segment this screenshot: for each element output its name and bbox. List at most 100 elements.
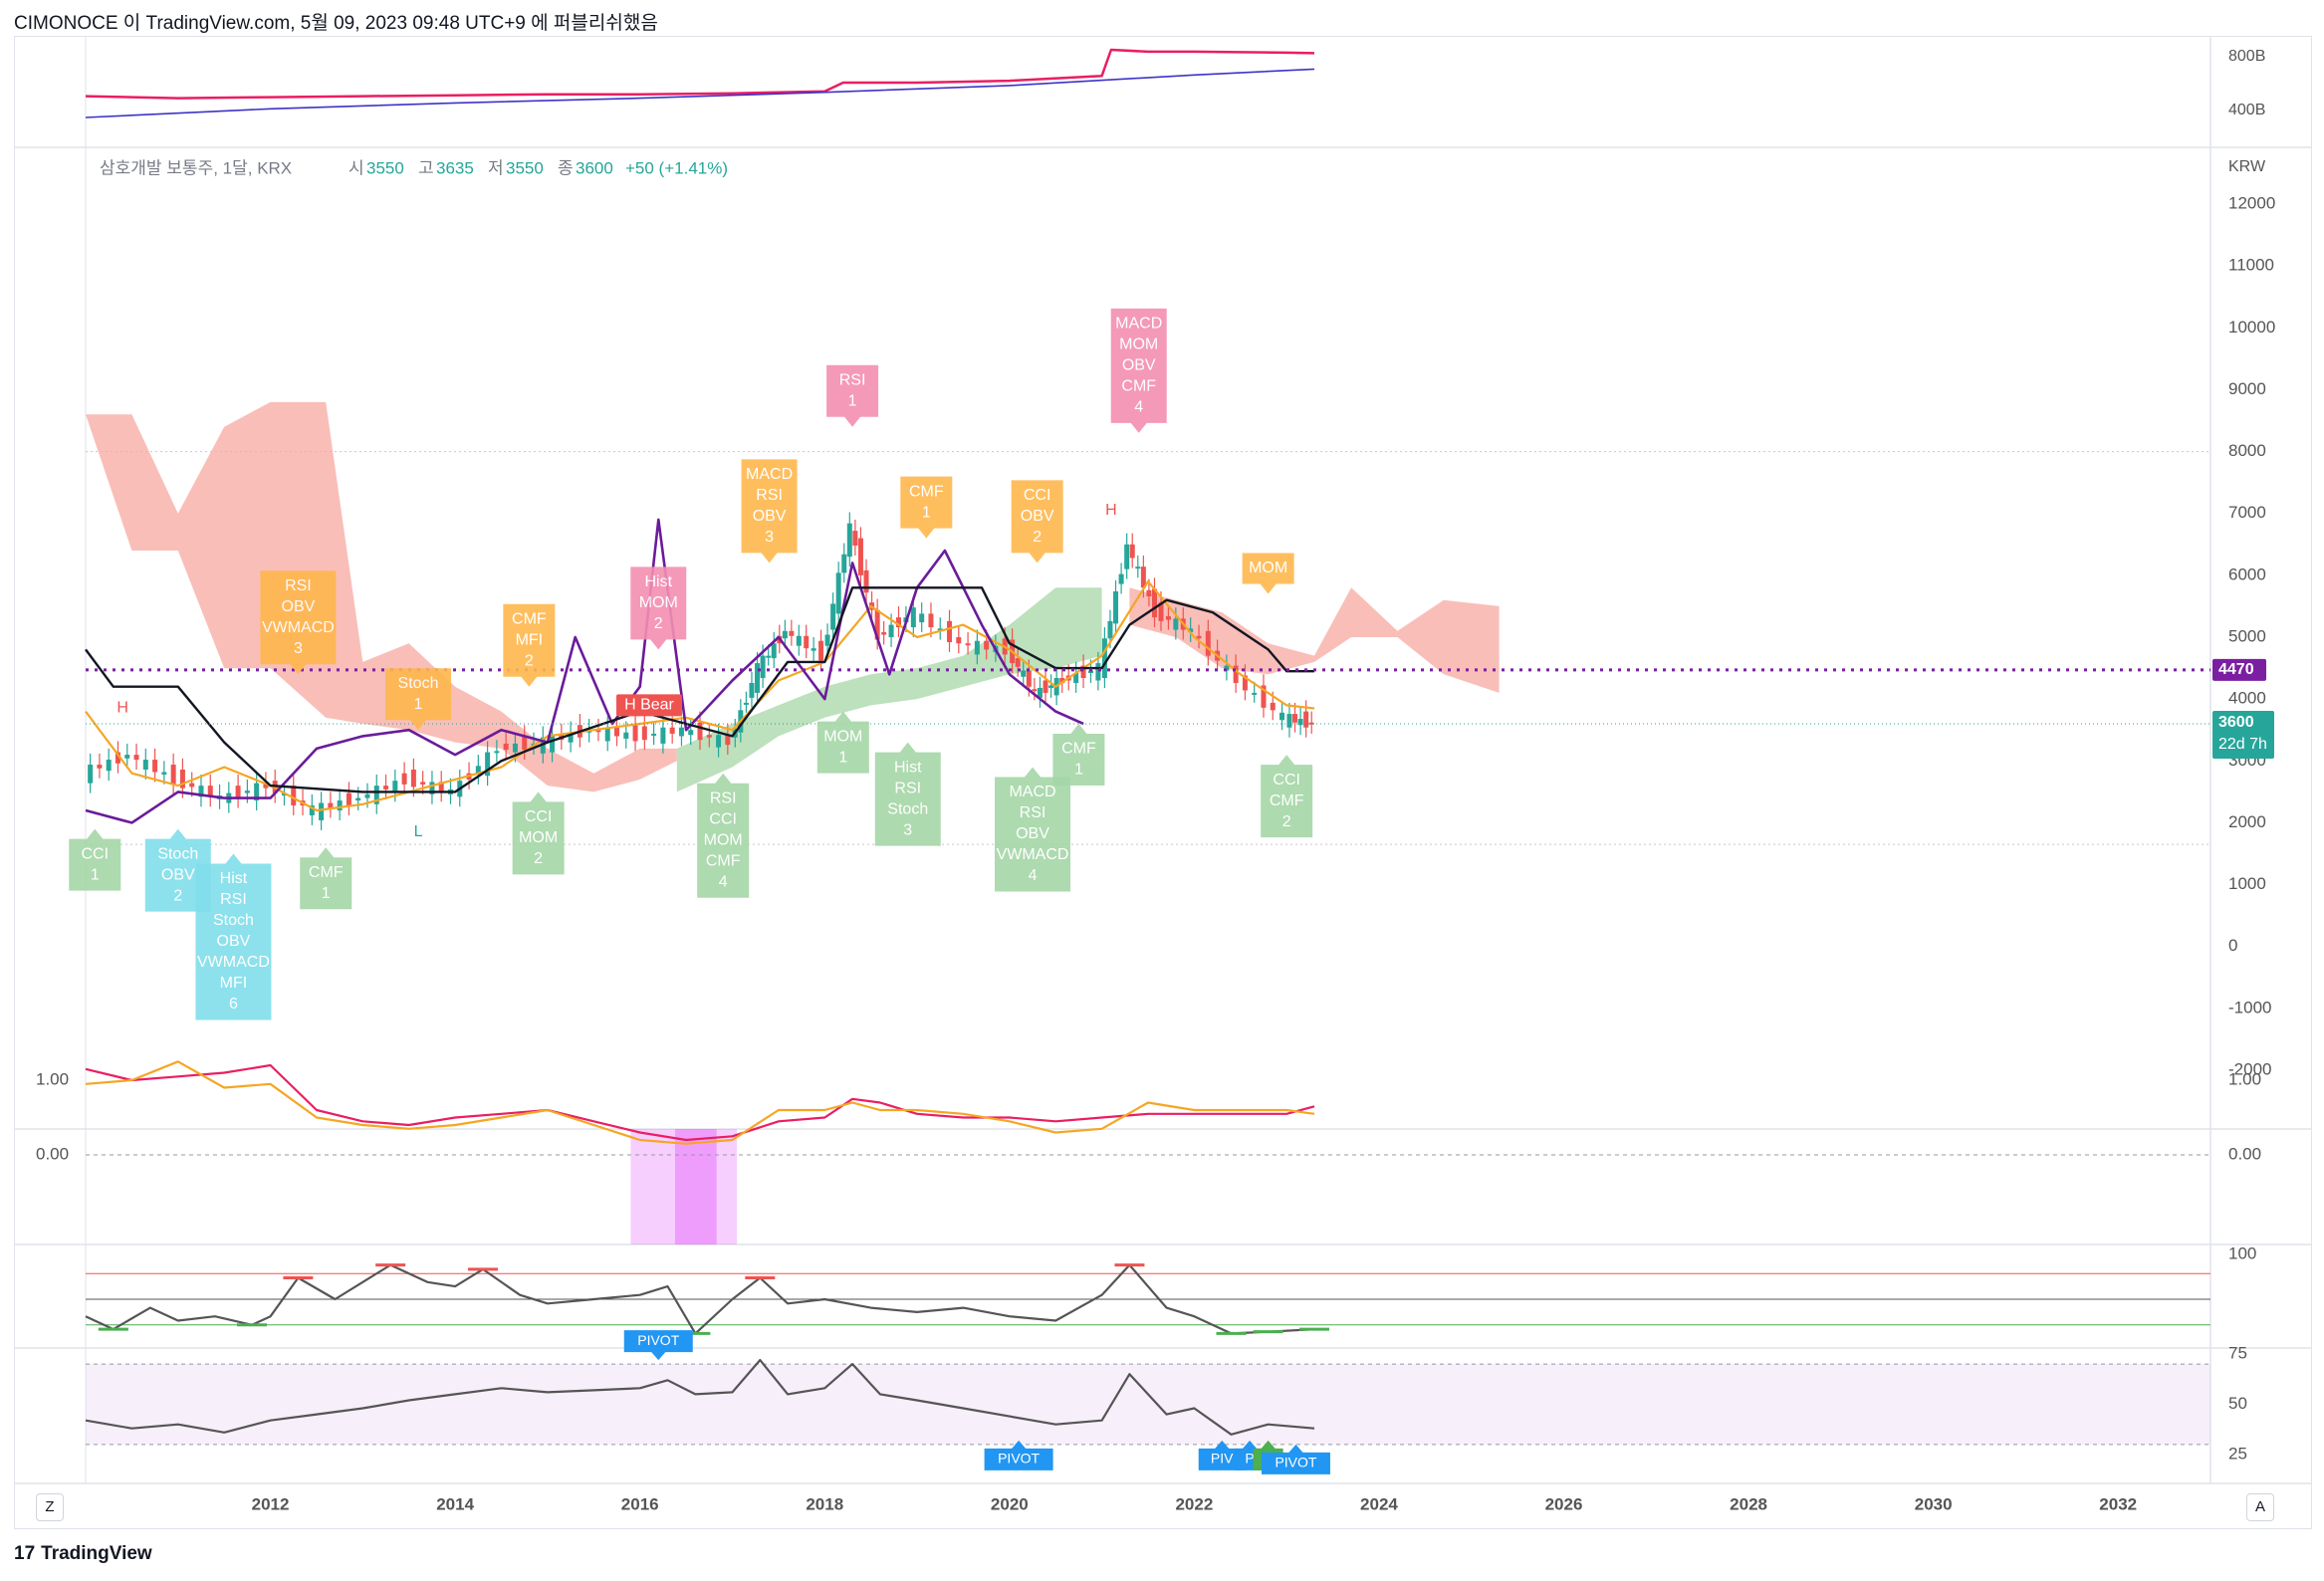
divergence-label: CCI CMF 2: [1261, 755, 1313, 838]
price-tick-label: 7000: [2228, 503, 2266, 522]
ichimoku-cloud-bear: [86, 401, 677, 792]
candle-body: [1205, 630, 1211, 656]
candle-body: [152, 760, 158, 773]
pivot-tag: PIVOT: [1261, 1444, 1330, 1474]
divergence-label: CCI 1: [69, 828, 121, 891]
divergence-label-text: Hist: [644, 573, 672, 590]
time-tick-label: 2028: [1730, 1494, 1767, 1513]
divergence-label-text: 3: [903, 821, 912, 838]
pivot-marker: H: [1105, 502, 1117, 519]
candle-body: [88, 765, 94, 784]
level-badge-text: 4470: [2218, 661, 2254, 678]
candle-body: [688, 730, 694, 736]
ohlc-value: 3635: [436, 158, 474, 177]
divergence-label: CMF 1: [900, 476, 953, 539]
price-tick-label: -1000: [2228, 998, 2271, 1016]
divergence-label-text: 1: [322, 885, 331, 902]
osc1-tick-left: 1.00: [36, 1069, 69, 1088]
candle-body: [383, 786, 389, 790]
candle-body: [895, 617, 901, 628]
osc1-tick-left: 0.00: [36, 1144, 69, 1163]
candle-body: [1073, 673, 1079, 683]
candle-body: [373, 786, 379, 804]
price-tick-label: 10000: [2228, 318, 2275, 337]
candle-body: [1107, 620, 1113, 639]
divergence-label-text: RSI: [285, 577, 312, 594]
divergence-label-text: RSI: [894, 780, 921, 796]
divergence-label: Hist RSI Stoch OBV VWMACD MFI 6: [195, 853, 272, 1020]
candle-body: [749, 682, 755, 698]
candle-body: [947, 620, 953, 642]
divergence-label: Stoch 1: [385, 668, 452, 731]
time-tick-label: 2032: [2099, 1494, 2137, 1513]
candle-body: [716, 735, 722, 748]
divergence-label-box: [503, 603, 556, 687]
candle-body: [1303, 711, 1309, 728]
divergence-label-text: Stoch: [887, 800, 928, 817]
divergence-label-box: [1052, 724, 1105, 786]
divergence-label-box: [741, 459, 798, 564]
conversion-line: [85, 579, 1315, 812]
candle-body: [678, 727, 684, 737]
volume-tick-label: 800B: [2228, 48, 2265, 65]
pivot-tag-box: [1261, 1444, 1330, 1474]
divergence-label-text: RSI: [1020, 804, 1046, 821]
candle-body: [1021, 670, 1027, 677]
candle-body: [392, 781, 398, 792]
tradingview-logo[interactable]: 17 TradingView: [14, 1543, 152, 1565]
candle-body: [956, 637, 962, 644]
countdown-text: 22d 7h: [2218, 736, 2267, 753]
divergence-label-text: 4: [1029, 867, 1038, 884]
candle-body: [841, 554, 847, 573]
price-tick-label: 1000: [2228, 874, 2266, 893]
divergence-label-text: CMF: [1061, 741, 1096, 758]
divergence-label-text: Hist: [894, 759, 922, 776]
candle-body: [881, 632, 887, 635]
divergence-label-text: Stoch: [398, 675, 439, 692]
ohlc-label: 고: [418, 158, 434, 177]
candle-body: [1037, 687, 1043, 698]
divergence-label-text: 1: [91, 866, 100, 883]
divergence-label: MOM: [1242, 553, 1294, 594]
candle-body: [706, 735, 712, 738]
divergence-label-box: [1242, 553, 1294, 594]
candle-body: [1297, 719, 1303, 726]
candle-body: [1242, 675, 1248, 691]
divergence-label-text: RSI: [710, 790, 737, 806]
pivot-marker: L: [414, 823, 423, 840]
divergence-label-text: OBV: [1016, 825, 1049, 842]
candle-body: [697, 722, 703, 741]
price-tick-label: -2000: [2228, 1059, 2271, 1078]
candle-body: [550, 735, 556, 753]
divergence-label-box: [995, 767, 1071, 892]
time-tick-label: 2016: [621, 1494, 659, 1513]
candle-body: [595, 730, 601, 733]
auto-scale-button[interactable]: A: [2246, 1493, 2274, 1521]
candle-body: [401, 773, 407, 785]
divergence-label-text: OBV: [753, 508, 787, 525]
price-tick-label: 4000: [2228, 689, 2266, 708]
divergence-label-box: [260, 570, 337, 675]
candle-body: [475, 766, 481, 775]
left-scale-button[interactable]: Z: [36, 1493, 64, 1521]
candle-body: [522, 736, 528, 751]
divergence-label-box: [512, 791, 565, 875]
candle-body: [263, 783, 269, 789]
divergence-label-text: OBV: [161, 866, 195, 883]
candle-body: [789, 630, 795, 636]
pivot-tag: PIVOT: [623, 1330, 693, 1361]
divergence-label: Hist RSI Stoch 3: [874, 742, 941, 846]
pivot-tag-text: PIVOT: [637, 1332, 679, 1348]
candle-body: [124, 755, 130, 759]
divergence-label-box: [816, 711, 869, 774]
candle-body: [623, 732, 629, 739]
time-tick-label: 2018: [806, 1494, 843, 1513]
divergence-label-text: Hist: [220, 870, 248, 887]
divergence-label-text: CMF: [1270, 792, 1304, 809]
candle-body: [910, 607, 916, 628]
candle-body: [133, 755, 139, 761]
divergence-label-box: [300, 847, 352, 910]
divergence-label-text: MOM: [704, 831, 743, 848]
candle-body: [410, 769, 416, 788]
